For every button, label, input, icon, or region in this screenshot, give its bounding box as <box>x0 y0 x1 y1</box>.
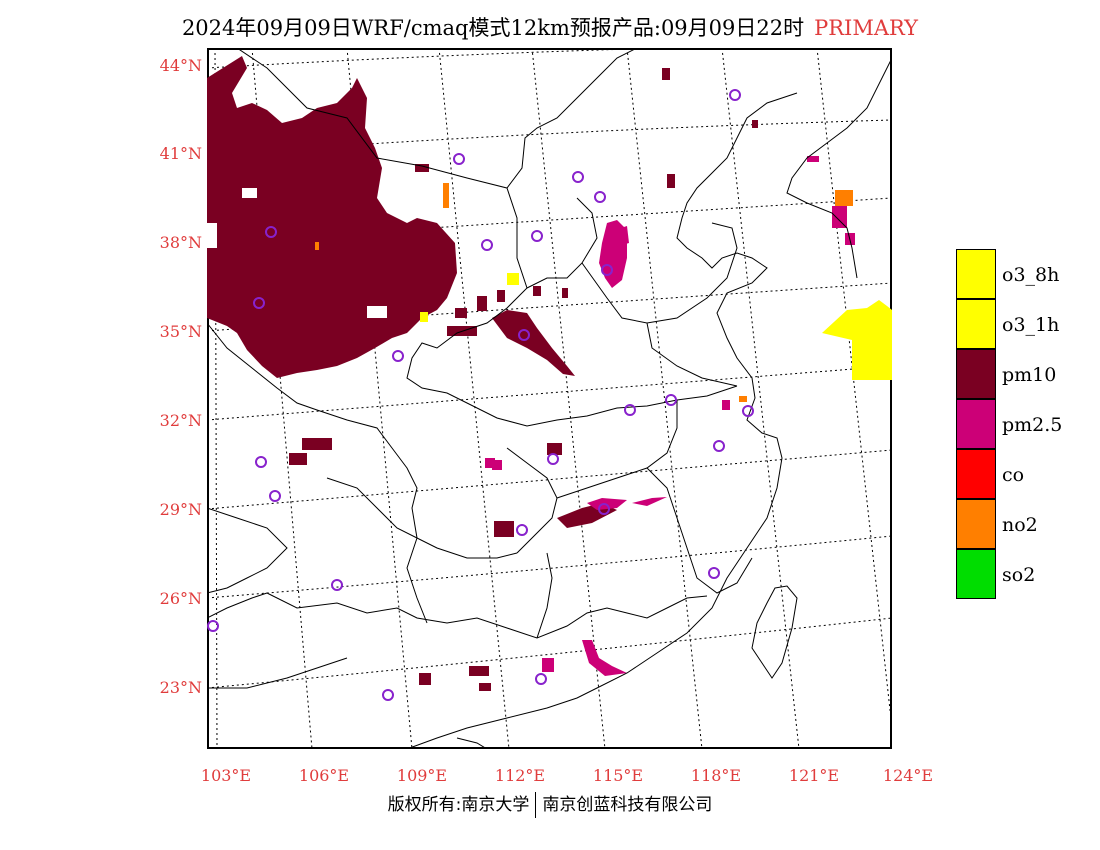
province-borders <box>207 48 753 689</box>
lon-label-121: 121°E <box>788 766 840 785</box>
lat-label-29: 29°N <box>159 500 202 519</box>
lat-label-38: 38°N <box>159 233 202 252</box>
legend-swatch-o3-8h <box>956 249 996 299</box>
legend-swatch-pm10 <box>956 349 996 399</box>
legend-label-co: co <box>1002 464 1025 486</box>
primary-tag: PRIMARY <box>814 16 919 40</box>
legend-swatch-pm25 <box>956 399 996 449</box>
lon-label-124: 124°E <box>882 766 934 785</box>
copyright-left: 版权所有:南京大学 <box>387 795 530 815</box>
copyright-right: 南京创蓝科技有限公司 <box>542 795 713 815</box>
lat-label-26: 26°N <box>159 589 202 608</box>
legend-label-pm25: pm2.5 <box>1002 414 1063 436</box>
no2-patches <box>315 183 853 402</box>
lon-label-109: 109°E <box>396 766 448 785</box>
lat-label-23: 23°N <box>159 678 202 697</box>
legend-label-pm10: pm10 <box>1002 364 1057 386</box>
legend-swatch-so2 <box>956 549 996 599</box>
lon-label-112: 112°E <box>494 766 546 785</box>
o3-patches <box>420 273 892 380</box>
footer-separator <box>535 792 537 818</box>
map-title: 2024年09月09日WRF/cmaq模式12km预报产品:09月09日22时 P… <box>0 12 1100 42</box>
lat-label-44: 44°N <box>159 56 202 75</box>
pm25-patches <box>485 156 855 676</box>
monitoring-stations <box>207 89 754 701</box>
legend-swatch-o3-1h <box>956 299 996 349</box>
lon-label-115: 115°E <box>592 766 644 785</box>
lon-label-106: 106°E <box>298 766 350 785</box>
lon-label-103: 103°E <box>200 766 252 785</box>
pm10-gaps <box>207 188 387 318</box>
legend-label-so2: so2 <box>1002 564 1036 586</box>
lat-label-35: 35°N <box>159 322 202 341</box>
legend-label-o3-8h: o3_8h <box>1002 264 1060 286</box>
map-frame <box>207 48 892 749</box>
lat-label-41: 41°N <box>159 144 202 163</box>
pm10-region-northwest <box>207 56 457 378</box>
legend-swatch-co <box>956 449 996 499</box>
lon-label-118: 118°E <box>690 766 742 785</box>
lat-label-32: 32°N <box>159 411 202 430</box>
title-text: 2024年09月09日WRF/cmaq模式12km预报产品:09月09日22时 <box>181 16 805 40</box>
coastline <box>406 57 892 749</box>
copyright-footer: 版权所有:南京大学 南京创蓝科技有限公司 <box>0 790 1100 818</box>
legend-label-o3-1h: o3_1h <box>1002 314 1060 336</box>
pollution-map <box>207 48 892 749</box>
legend-label-no2: no2 <box>1002 514 1038 536</box>
legend-swatch-no2 <box>956 499 996 549</box>
